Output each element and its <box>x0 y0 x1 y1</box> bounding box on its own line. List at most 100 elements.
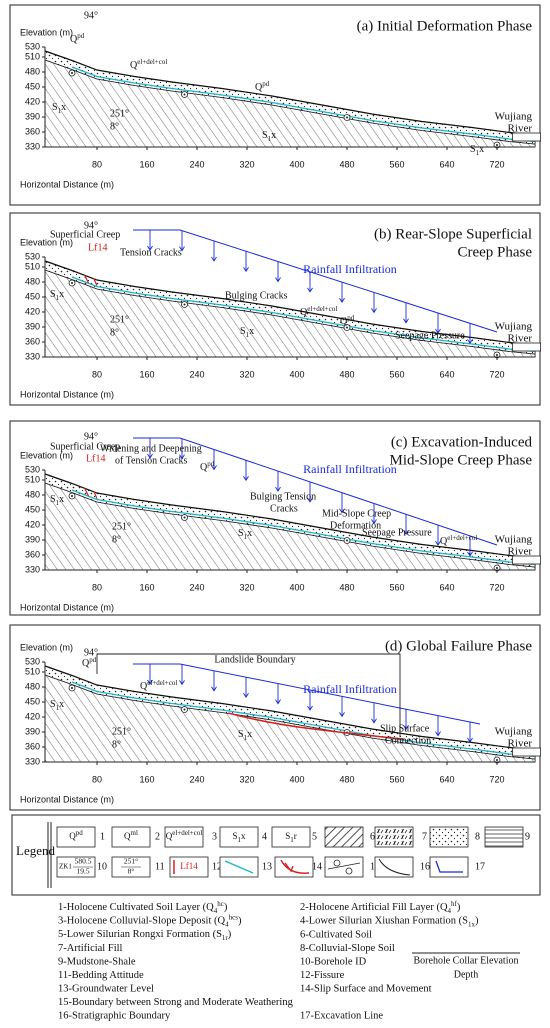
x-tick-label: 480 <box>339 774 354 784</box>
x-tick-label: 160 <box>139 582 154 592</box>
y-tick-label: 530 <box>25 656 40 666</box>
rain-arrowhead <box>403 724 409 731</box>
rain-arrowhead <box>467 737 473 743</box>
annotation: 94° <box>84 10 98 21</box>
subscript: 4 <box>225 920 229 928</box>
text-part: 4-Lower Silurian Xiushan Formation (S <box>300 916 468 927</box>
annotation: Cracks <box>270 503 298 514</box>
supscript: hcs <box>229 913 239 921</box>
legend-box <box>219 826 259 848</box>
annotation: Qpd <box>340 314 355 328</box>
text-part: x <box>249 326 254 337</box>
annotation: Tension Cracks <box>120 247 182 258</box>
panel-frame <box>9 624 541 811</box>
borehole-dot <box>346 116 348 119</box>
legend-description: 2-Holocene Artificial Fill Layer (Q4hf) <box>300 900 461 915</box>
supscript: pd <box>262 80 270 88</box>
x-tick-label: 320 <box>239 159 254 169</box>
river-label: Wujiang <box>495 534 533 546</box>
legend-description: 12-Fissure <box>300 970 345 981</box>
annotation: Lf14 <box>86 453 105 464</box>
text-part: r <box>294 831 297 841</box>
x-tick-label: 240 <box>189 774 204 784</box>
river-label: River <box>508 738 533 750</box>
legend-box <box>484 826 524 848</box>
legend-number: 14 <box>312 861 322 872</box>
x-tick-label: 240 <box>189 369 204 379</box>
annotation: Superficial Creep <box>50 229 120 240</box>
y-axis-label: Elevation (m) <box>20 450 73 460</box>
surface <box>44 50 536 136</box>
subscript: 1x <box>468 920 476 928</box>
subscript: 1 <box>238 836 242 844</box>
x-tick-label: 80 <box>92 159 102 169</box>
legend-number: 11 <box>155 861 165 872</box>
x-tick-label: 560 <box>389 774 404 784</box>
x-tick-label: 480 <box>339 369 354 379</box>
annotation: Qpd <box>82 656 97 670</box>
supscript: el+del+col <box>137 58 167 66</box>
subscript: 1r <box>222 934 229 942</box>
legend-description: 5-Lower Silurian Rongxi Formation (S1r) <box>58 929 232 941</box>
borehole-dot <box>346 539 348 542</box>
x-tick-label: 240 <box>189 582 204 592</box>
y-tick-label: 530 <box>25 41 40 51</box>
river-box <box>512 555 542 565</box>
legend-description: 16-Stratigraphic Boundary <box>58 1010 171 1021</box>
annotation: S1x <box>50 699 64 711</box>
text-part: 5-Lower Silurian Rongxi Formation (S <box>58 929 222 940</box>
x-tick-label: 560 <box>389 159 404 169</box>
legend-number: 2 <box>155 831 160 842</box>
borehole-dot <box>496 144 498 146</box>
legend-symbol: Qml <box>124 829 138 841</box>
borehole-dot <box>183 93 186 96</box>
weathering-line <box>327 862 361 870</box>
rain-arrowhead <box>211 686 217 692</box>
annotation: Qpd <box>200 460 215 474</box>
legend-number: 16 <box>420 861 430 872</box>
text-part: S <box>240 326 246 337</box>
surface <box>44 665 536 751</box>
x-tick-label: 80 <box>92 369 102 379</box>
annotation: Seepage Pressure <box>395 330 465 341</box>
subscript: 1 <box>58 107 62 115</box>
text-part: x <box>271 130 276 141</box>
text-part: Q <box>200 462 208 473</box>
legend-symbol: Qpd <box>69 829 83 841</box>
tension-crack <box>83 487 98 499</box>
annotation: Slip Surface <box>380 723 430 734</box>
annotation: S1x <box>262 130 276 142</box>
annotation: S1x <box>470 144 484 156</box>
subscript: 4 <box>448 907 452 915</box>
panel-title: (d) Global Failure Phase <box>385 638 532 654</box>
subscript: 1 <box>244 734 248 742</box>
boundary-label: Landslide Boundary <box>214 654 295 665</box>
subscript: 1 <box>244 533 248 541</box>
annotation: Deformation <box>330 520 381 531</box>
subscript: 1 <box>476 149 480 157</box>
legend-number: 10 <box>97 861 107 872</box>
annotation: Widening and Deepening <box>100 443 202 454</box>
x-tick-label: 480 <box>339 159 354 169</box>
rain-arrowhead <box>435 328 441 334</box>
subscript: 1 <box>290 836 294 844</box>
text-part: ) <box>475 916 479 927</box>
slip-symbol <box>280 859 310 874</box>
y-tick-label: 360 <box>25 336 40 346</box>
y-tick-label: 360 <box>25 549 40 559</box>
annotation: Bulging Cracks <box>225 290 288 301</box>
y-tick-label: 510 <box>25 261 40 271</box>
borehole-id: ZK1 <box>59 863 72 871</box>
river-box <box>512 747 542 757</box>
river-box <box>512 342 542 352</box>
borehole-dot <box>71 687 73 689</box>
y-tick-label: 360 <box>25 126 40 136</box>
text-part: x <box>479 144 484 155</box>
rain-arrowhead <box>403 530 409 536</box>
text-part: x <box>61 102 66 113</box>
groundwater-symbol <box>224 860 254 874</box>
x-axis-label: Horizontal Distance (m) <box>20 389 114 399</box>
x-tick-label: 80 <box>92 774 102 784</box>
strat-symbol <box>378 858 411 876</box>
rain-arrowhead <box>339 712 345 718</box>
